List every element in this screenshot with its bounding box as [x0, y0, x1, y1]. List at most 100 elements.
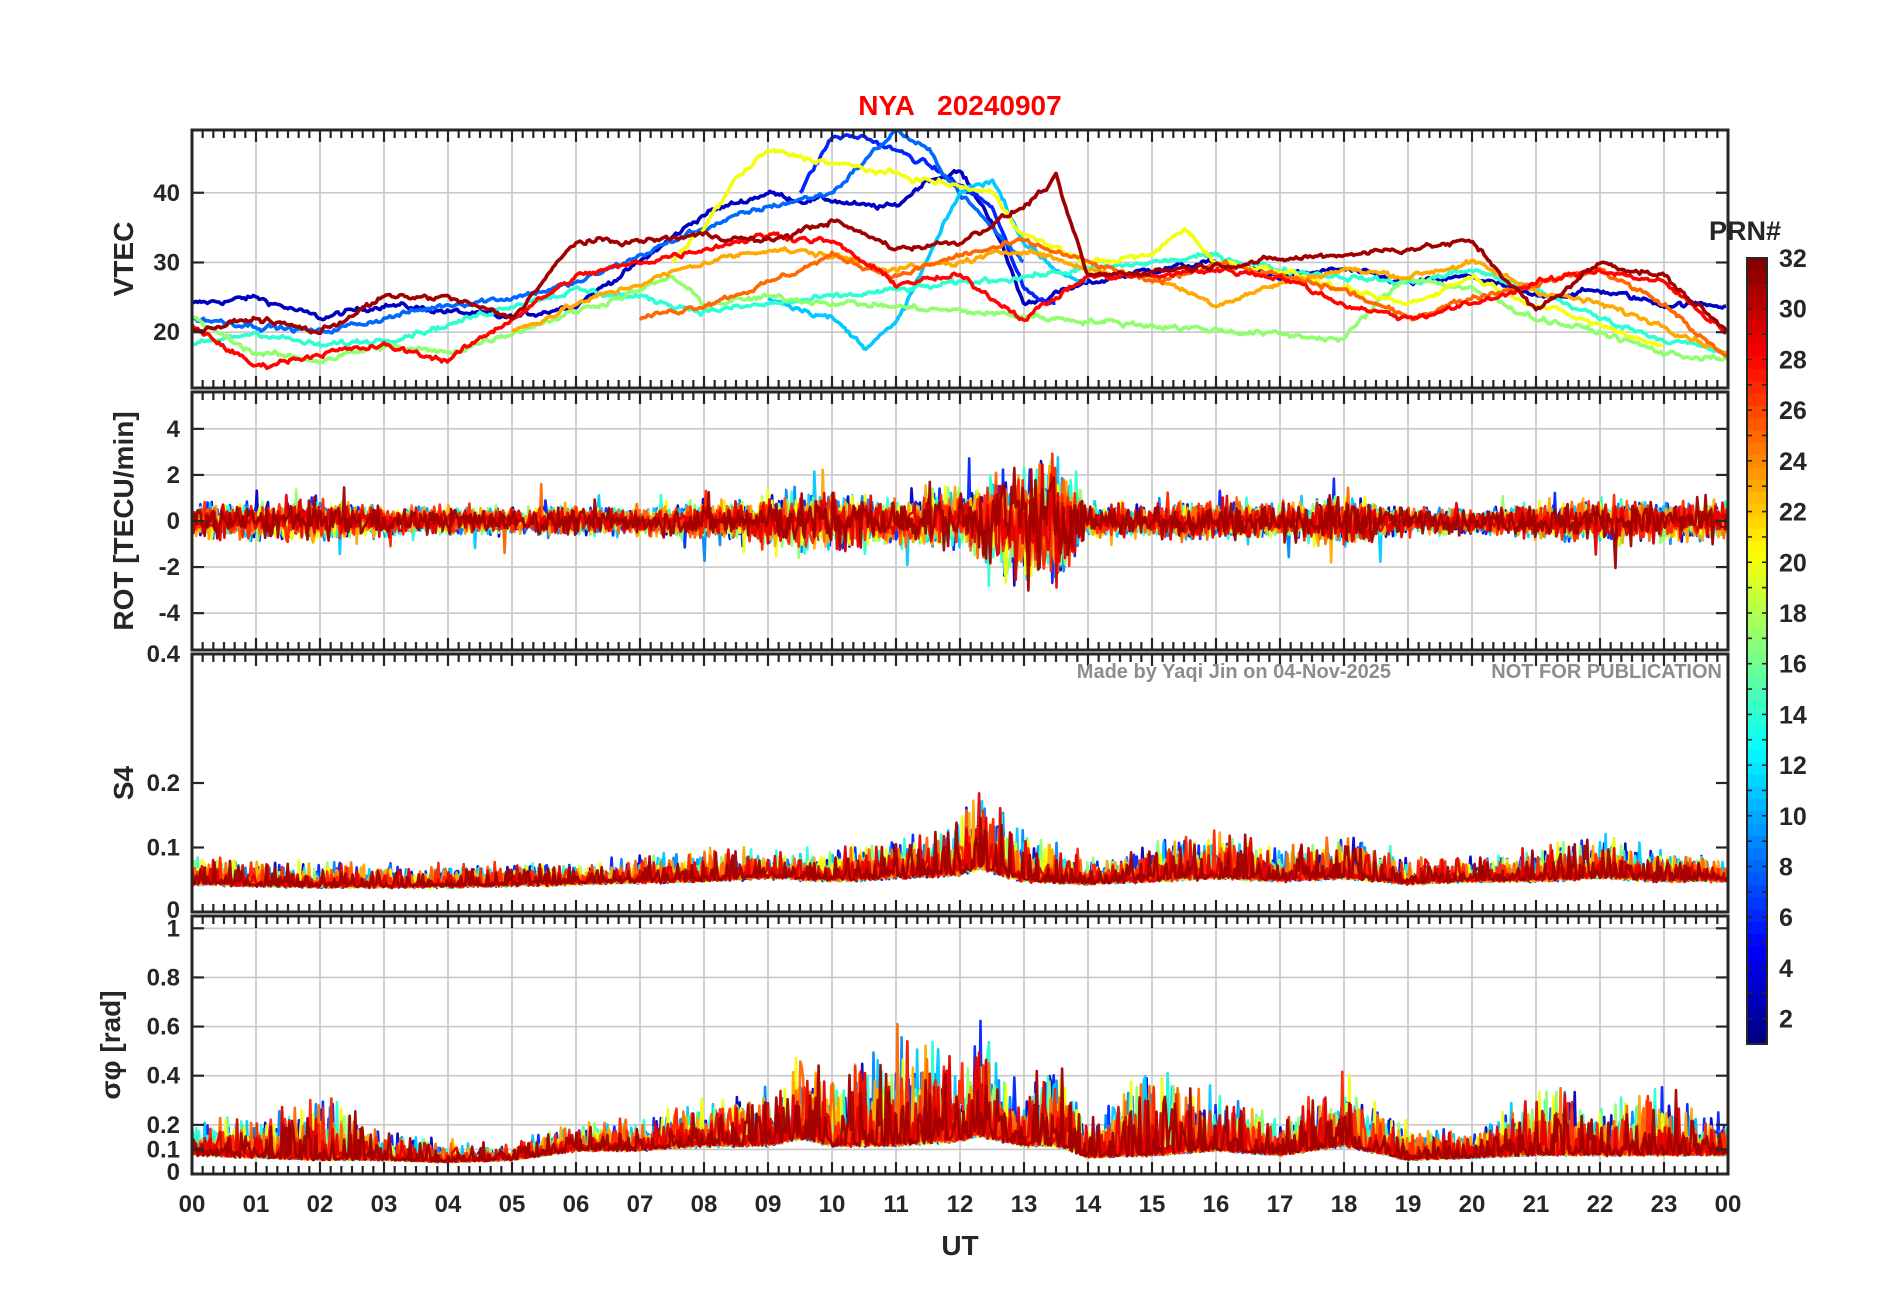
- colorbar-swatch: [1747, 589, 1767, 603]
- x-tick-label: 05: [499, 1191, 526, 1218]
- colorbar-swatch: [1747, 970, 1767, 984]
- watermark-author: Made by Yaqi Jin on 04-Nov-2025: [1077, 661, 1391, 683]
- sigma-phi-panel-ytick-label: 0.6: [147, 1014, 180, 1041]
- colorbar-title: PRN#: [1709, 216, 1781, 246]
- colorbar-swatch: [1747, 552, 1767, 566]
- s4-panel-ylabel: S4: [108, 765, 139, 800]
- colorbar-swatch: [1747, 724, 1767, 738]
- colorbar-swatch: [1747, 958, 1767, 971]
- colorbar-swatch: [1747, 343, 1767, 357]
- rot-panel-ylabel: ROT [TECU/min]: [108, 411, 139, 630]
- colorbar-swatch: [1747, 896, 1767, 910]
- x-tick-label: 07: [627, 1191, 654, 1218]
- colorbar-swatch: [1747, 294, 1767, 308]
- x-tick-label: 06: [563, 1191, 590, 1218]
- colorbar-swatch: [1747, 822, 1767, 836]
- colorbar-swatch: [1747, 319, 1767, 333]
- x-tick-label: 00: [1715, 1191, 1742, 1218]
- colorbar-swatch: [1747, 749, 1767, 763]
- colorbar-swatch: [1747, 872, 1767, 885]
- x-tick-label: 11: [883, 1191, 908, 1218]
- colorbar-swatch: [1747, 810, 1767, 824]
- colorbar-tick-label: 30: [1779, 296, 1807, 324]
- colorbar-swatch: [1747, 700, 1767, 714]
- colorbar-swatch: [1747, 429, 1767, 443]
- colorbar-swatch: [1747, 798, 1767, 812]
- colorbar-swatch: [1747, 663, 1767, 677]
- colorbar-swatch: [1747, 565, 1767, 578]
- vtec-series-prn-14: [192, 251, 1728, 356]
- colorbar-swatch: [1747, 479, 1767, 492]
- x-axis-label: UT: [941, 1230, 978, 1261]
- vtec-panel-ylabel: VTEC: [108, 222, 139, 297]
- colorbar-frame: [1746, 257, 1768, 1045]
- sigma-phi-panel-ytick-label: 0.1: [147, 1136, 180, 1163]
- x-tick-label: 10: [819, 1191, 846, 1218]
- colorbar-tick-label: 26: [1779, 397, 1807, 425]
- colorbar-swatch: [1747, 503, 1767, 517]
- s4-panel-ytick-label: 0.2: [147, 770, 180, 797]
- s4-panel-ytick-label: 0: [167, 897, 180, 924]
- sigma-phi-panel-ytick-label: 0.8: [147, 964, 180, 991]
- x-tick-label: 08: [691, 1191, 718, 1218]
- vtec-panel-ytick-label: 20: [153, 319, 180, 346]
- colorbar-tick-label: 28: [1779, 346, 1807, 374]
- x-tick-label: 12: [947, 1191, 974, 1218]
- x-tick-label: 22: [1587, 1191, 1614, 1218]
- colorbar-swatch: [1747, 786, 1767, 799]
- x-tick-label: 03: [371, 1191, 398, 1218]
- colorbar-swatch: [1747, 945, 1767, 959]
- colorbar-swatch: [1747, 933, 1767, 947]
- sigma-phi-panel-ytick-label: 0.2: [147, 1112, 180, 1139]
- colorbar-swatch: [1747, 1007, 1767, 1021]
- colorbar-tick-label: 2: [1779, 1006, 1793, 1034]
- s4-panel-traces: [192, 791, 1728, 890]
- colorbar-tick-label: 18: [1779, 600, 1807, 628]
- sigma-phi-panel-ytick-label: 0: [167, 1159, 180, 1186]
- vtec-series-prn-28: [192, 231, 1727, 371]
- colorbar-tick-label: 14: [1779, 701, 1807, 729]
- colorbar-swatch: [1747, 601, 1767, 615]
- x-tick-label: 00: [179, 1191, 206, 1218]
- colorbar-tick-label: 4: [1779, 955, 1793, 983]
- data-layer: [192, 130, 1728, 1164]
- rot-panel-ytick-label: 4: [167, 416, 181, 443]
- colorbar-swatch: [1747, 626, 1767, 640]
- colorbar-tick-label: 20: [1779, 549, 1807, 577]
- sigma-phi-panel-trace-prn-29: [192, 1051, 1728, 1163]
- colorbar-swatch: [1747, 835, 1767, 849]
- colorbar-swatch: [1747, 614, 1767, 628]
- figure-title: NYA 20240907: [858, 90, 1061, 121]
- x-tick-label: 21: [1523, 1191, 1550, 1218]
- rot-panel-ytick-label: 0: [167, 508, 180, 535]
- colorbar-swatch: [1747, 1019, 1767, 1033]
- colorbar-tick-label: 6: [1779, 904, 1793, 932]
- colorbar-swatch: [1747, 994, 1767, 1008]
- colorbar-swatch: [1747, 884, 1767, 898]
- colorbar-swatch: [1747, 687, 1767, 701]
- colorbar-swatch: [1747, 528, 1767, 542]
- x-tick-label: 19: [1395, 1191, 1422, 1218]
- colorbar-swatch: [1747, 1031, 1767, 1045]
- colorbar-swatch: [1747, 393, 1767, 406]
- colorbar-swatch: [1747, 405, 1767, 419]
- vtec-series-prn-31: [192, 171, 1728, 336]
- x-tick-label: 16: [1203, 1191, 1230, 1218]
- colorbar-swatch: [1747, 331, 1767, 345]
- x-tick-label: 20: [1459, 1191, 1486, 1218]
- sigma-phi-panel-ytick-label: 0.4: [147, 1063, 181, 1090]
- x-tick-label: 04: [435, 1191, 462, 1218]
- x-tick-label: 09: [755, 1191, 782, 1218]
- colorbar-swatch: [1747, 736, 1767, 750]
- s4-panel-ytick-label: 0.1: [147, 835, 180, 862]
- x-tick-label: 15: [1139, 1191, 1166, 1218]
- colorbar-swatch: [1747, 761, 1767, 775]
- watermark-notice: NOT FOR PUBLICATION: [1491, 661, 1722, 683]
- colorbar-swatch: [1747, 270, 1767, 284]
- colorbar-swatch: [1747, 859, 1767, 873]
- x-tick-label: 13: [1011, 1191, 1038, 1218]
- x-tick-label: 14: [1075, 1191, 1102, 1218]
- colorbar-swatch: [1747, 368, 1767, 382]
- colorbar-tick-label: 24: [1779, 448, 1807, 476]
